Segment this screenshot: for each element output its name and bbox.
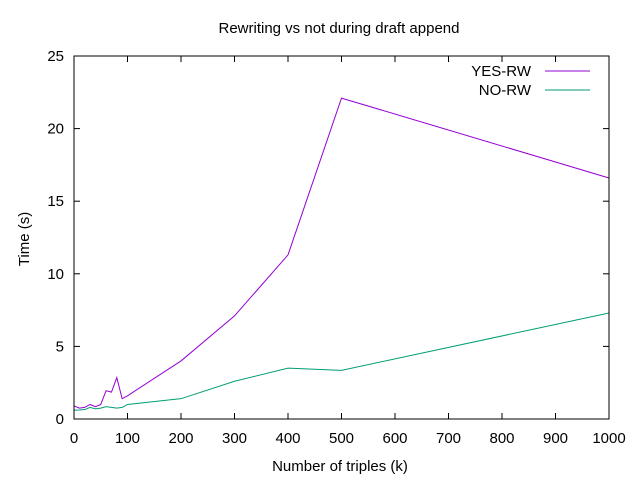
x-tick-label: 400 bbox=[275, 430, 300, 447]
x-tick-label: 1000 bbox=[592, 430, 625, 447]
plot-area: 0 100 200 300 400 500 600 700 800 900 1000 0 5 10 15 20… bbox=[47, 48, 625, 447]
x-tick-label: 500 bbox=[329, 430, 354, 447]
x-tick-label: 300 bbox=[222, 430, 247, 447]
x-tick-label: 800 bbox=[489, 430, 514, 447]
y-tick-label: 15 bbox=[47, 193, 64, 210]
legend: YES-RW NO-RW bbox=[471, 63, 590, 99]
series-line-0 bbox=[73, 97, 610, 409]
legend-label-1: NO-RW bbox=[479, 82, 532, 99]
y-tick-label: 20 bbox=[47, 121, 64, 138]
x-tick-label: 100 bbox=[115, 430, 140, 447]
chart-title: Rewriting vs not during draft append bbox=[219, 20, 460, 37]
y-tick-label: 10 bbox=[47, 266, 64, 283]
plot-frame bbox=[73, 55, 610, 420]
x-tick-label: 600 bbox=[382, 430, 407, 447]
x-tick-label: 700 bbox=[436, 430, 461, 447]
y-tick-label: 5 bbox=[56, 338, 64, 355]
legend-label-0: YES-RW bbox=[471, 63, 532, 80]
x-tick-label: 200 bbox=[168, 430, 193, 447]
series-line-1 bbox=[73, 312, 610, 411]
x-axis-label: Number of triples (k) bbox=[272, 458, 408, 475]
x-tick-label: 900 bbox=[543, 430, 568, 447]
y-tick-label: 25 bbox=[47, 48, 64, 65]
y-tick-label: 0 bbox=[56, 411, 64, 428]
y-axis-label: Time (s) bbox=[16, 212, 33, 266]
x-tick-label: 0 bbox=[70, 430, 78, 447]
